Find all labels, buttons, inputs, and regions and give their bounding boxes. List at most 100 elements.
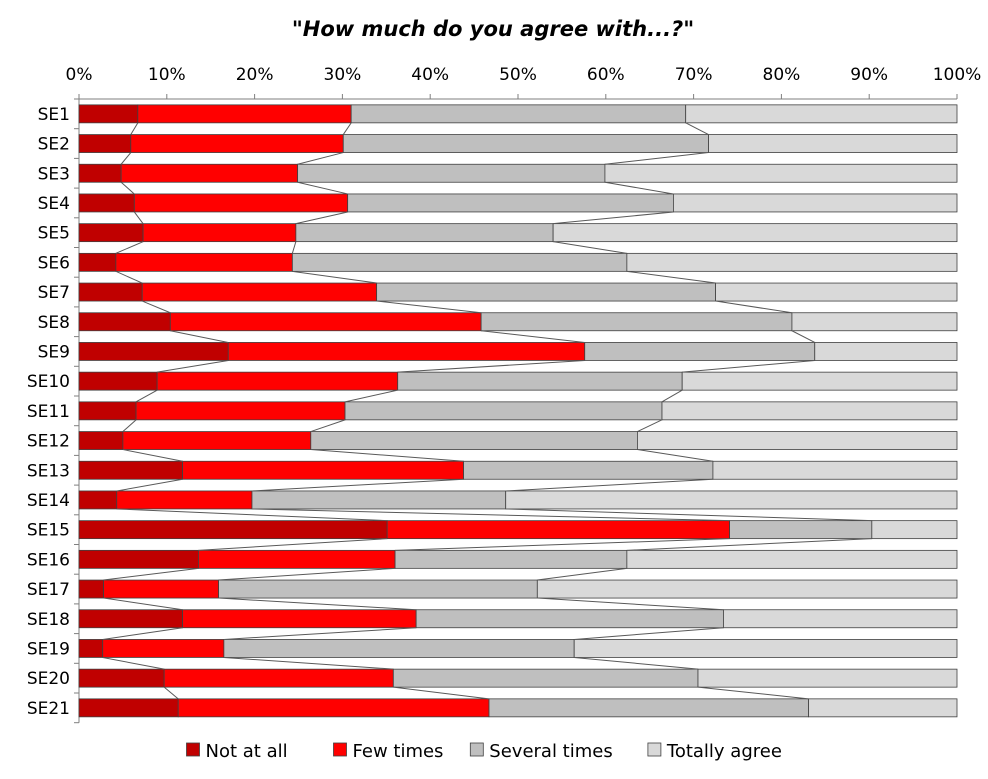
category-label: SE19: [27, 639, 70, 659]
category-label: SE3: [38, 164, 70, 184]
series-connector-line: [115, 270, 143, 284]
series-connector-line: [637, 449, 713, 462]
category-label: SE13: [27, 461, 70, 481]
bar-segment: [78, 490, 118, 510]
bar-segment: [78, 223, 144, 243]
series-connector-line: [163, 686, 179, 700]
x-tick-label: 60%: [587, 65, 625, 85]
series-connector-line: [626, 270, 716, 284]
bar-segment: [78, 371, 158, 391]
series-connector-line: [251, 508, 730, 522]
bar-segment: [808, 698, 958, 718]
bar-segment: [78, 609, 184, 629]
bar-segment: [115, 252, 293, 272]
series-connector-line: [395, 538, 730, 551]
bar-segment: [78, 549, 199, 569]
series-connector-line: [170, 330, 229, 343]
bar-segment: [78, 134, 132, 153]
series-connector-line: [376, 300, 482, 314]
series-connector-line: [116, 508, 388, 522]
category-label: SE6: [38, 253, 70, 273]
bar-segment: [142, 223, 297, 243]
bar-segment: [394, 549, 628, 569]
bar-segment: [295, 223, 554, 243]
connector-lines: [102, 122, 872, 700]
bar-segment: [347, 193, 674, 213]
bar-segment: [78, 431, 124, 450]
series-connector-line: [157, 359, 229, 373]
series-connector-line: [661, 389, 683, 403]
bar-segment: [712, 460, 958, 480]
series-connector-line: [481, 330, 585, 343]
bar-segment: [122, 431, 312, 450]
series-connector-line: [218, 567, 396, 581]
series-connector-line: [122, 419, 137, 432]
category-label: SE20: [27, 669, 70, 689]
series-connector-line: [292, 270, 377, 284]
series-connector-line: [130, 122, 139, 135]
bar-segment: [505, 490, 958, 510]
series-connector-line: [310, 419, 346, 433]
category-label: SE16: [27, 550, 70, 570]
bar-segment: [637, 431, 958, 450]
series-connector-line: [344, 389, 398, 403]
bar-segment: [130, 134, 344, 153]
series-connector-line: [297, 181, 348, 195]
bar-segment: [78, 342, 229, 361]
bar-segment: [552, 223, 958, 243]
x-tick-label: 10%: [148, 65, 186, 85]
category-label: SE2: [38, 135, 70, 155]
series-connector-line: [397, 359, 585, 373]
series-connector-line: [685, 122, 709, 135]
bar-segment: [177, 698, 490, 718]
bar-segment: [163, 668, 394, 688]
legend-swatch: [469, 742, 484, 757]
category-label: SE18: [27, 610, 70, 630]
bar-segment: [584, 342, 816, 361]
bar-segment: [218, 579, 538, 599]
bar-segment: [729, 520, 873, 540]
category-label: SE21: [27, 699, 70, 719]
bar-segment: [791, 312, 958, 332]
bar-segment: [78, 639, 104, 658]
plot-area: [74, 94, 958, 724]
bar-segment: [78, 193, 135, 213]
series-connector-line: [637, 419, 663, 433]
series-connector-line: [291, 241, 297, 254]
series-connector-line: [295, 211, 348, 225]
legend-swatch: [647, 742, 662, 757]
series-connector-line: [310, 449, 464, 462]
category-label: SE9: [38, 342, 70, 362]
bar-segment: [78, 698, 179, 718]
bar-segment: [169, 312, 482, 332]
bar-segment: [715, 282, 958, 302]
bar-segment: [350, 104, 687, 124]
series-connector-line: [103, 597, 183, 611]
bar-segment: [708, 134, 958, 153]
legend-label: Not at all: [206, 741, 288, 762]
category-labels: SE1 SE2 SE3 SE4 SE5 SE6 SE7 SE8 SE9 SE10 SE11 SE12 S…: [27, 105, 70, 719]
bar-segment: [251, 490, 507, 510]
bar-segment: [386, 520, 730, 540]
bar-segment: [223, 639, 575, 658]
series-connector-line: [505, 508, 872, 522]
category-label: SE10: [27, 372, 70, 392]
bar-segment: [488, 698, 810, 718]
category-label: SE14: [27, 491, 70, 511]
series-connector-line: [553, 211, 674, 225]
series-connector-line: [574, 627, 724, 640]
series-connector-line: [505, 478, 713, 492]
series-connector-line: [116, 478, 183, 492]
series-connector-line: [791, 330, 815, 343]
bar-segment: [697, 668, 958, 688]
series-connector-line: [102, 627, 183, 640]
series-connector-line: [682, 359, 815, 373]
bar-segment: [78, 460, 184, 480]
bar-segment: [397, 371, 683, 391]
series-connector-line: [135, 389, 158, 403]
category-label: SE11: [27, 402, 70, 422]
bar-segment: [120, 163, 299, 183]
legend-swatch: [333, 742, 347, 757]
bar-segment: [573, 639, 958, 658]
bar-segment: [297, 163, 606, 183]
